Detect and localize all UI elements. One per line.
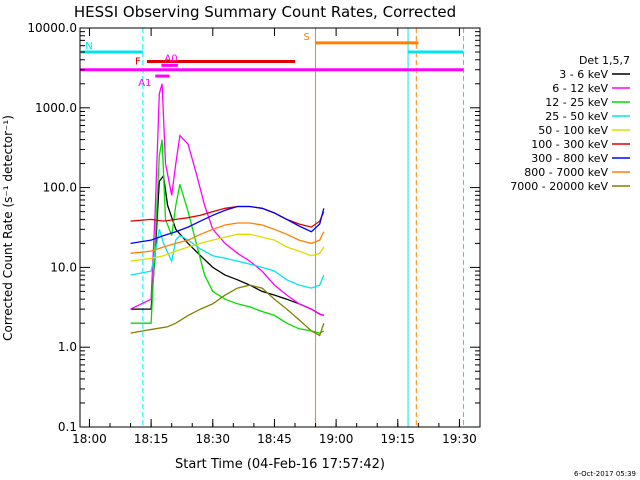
series-line-6 (130, 205, 325, 245)
legend-label-4: 50 - 100 keV (538, 124, 608, 137)
series-line-7 (130, 222, 325, 254)
flag-label-n: N (85, 41, 92, 52)
series-line-2 (130, 139, 325, 334)
legend-label-6: 300 - 800 keV (531, 152, 608, 165)
flag-label-a0: A0 (164, 53, 177, 64)
y-axis-label: Corrected Count Rate (s⁻¹ detector⁻¹) (1, 115, 15, 341)
legend-title: Det 1,5,7 (579, 54, 630, 67)
y-tick-label-4: 1000.0 (35, 101, 77, 115)
legend-label-3: 25 - 50 keV (545, 110, 608, 123)
x-tick-label-5: 19:15 (380, 432, 415, 446)
footer-timestamp: 6-Oct-2017 05:39 (574, 470, 636, 478)
y-tick-label-3: 100.0 (43, 181, 77, 195)
plot-area: N S F A0 A1 (79, 28, 465, 427)
x-tick-label-0: 18:00 (72, 432, 107, 446)
legend-label-5: 100 - 300 keV (531, 138, 608, 151)
legend-label-1: 6 - 12 keV (552, 82, 608, 95)
legend-label-2: 12 - 25 keV (545, 96, 608, 109)
y-tick-label-0: 0.1 (58, 420, 77, 434)
flag-label-f: F (135, 57, 141, 68)
chart-title: HESSI Observing Summary Count Rates, Cor… (74, 3, 456, 21)
series-line-1 (130, 83, 324, 317)
series-line-4 (130, 233, 325, 262)
x-tick-label-2: 18:30 (195, 432, 230, 446)
flag-label-a1: A1 (138, 78, 151, 89)
y-tick-label-1: 1.0 (58, 340, 77, 354)
series-line-3 (130, 229, 325, 289)
x-tick-label-3: 18:45 (257, 432, 292, 446)
series-line-8 (130, 284, 325, 337)
x-tick-label-4: 19:00 (319, 432, 354, 446)
flag-label-s: S (304, 32, 310, 43)
legend-label-8: 7000 - 20000 keV (510, 180, 608, 193)
legend-label-0: 3 - 6 keV (559, 68, 608, 81)
y-tick-label-2: 10.0 (50, 260, 77, 274)
x-tick-label-1: 18:15 (134, 432, 169, 446)
axes: 18:00 18:15 18:30 18:45 19:00 19:15 19:30 0.1 1.… (27, 21, 481, 446)
plot-frame (79, 27, 481, 428)
y-tick-label-5: 10000.0 (27, 21, 77, 35)
x-axis-label: Start Time (04-Feb-16 17:57:42) (175, 457, 385, 472)
x-tick-label-6: 19:30 (442, 432, 477, 446)
legend-label-7: 800 - 7000 keV (524, 166, 608, 179)
